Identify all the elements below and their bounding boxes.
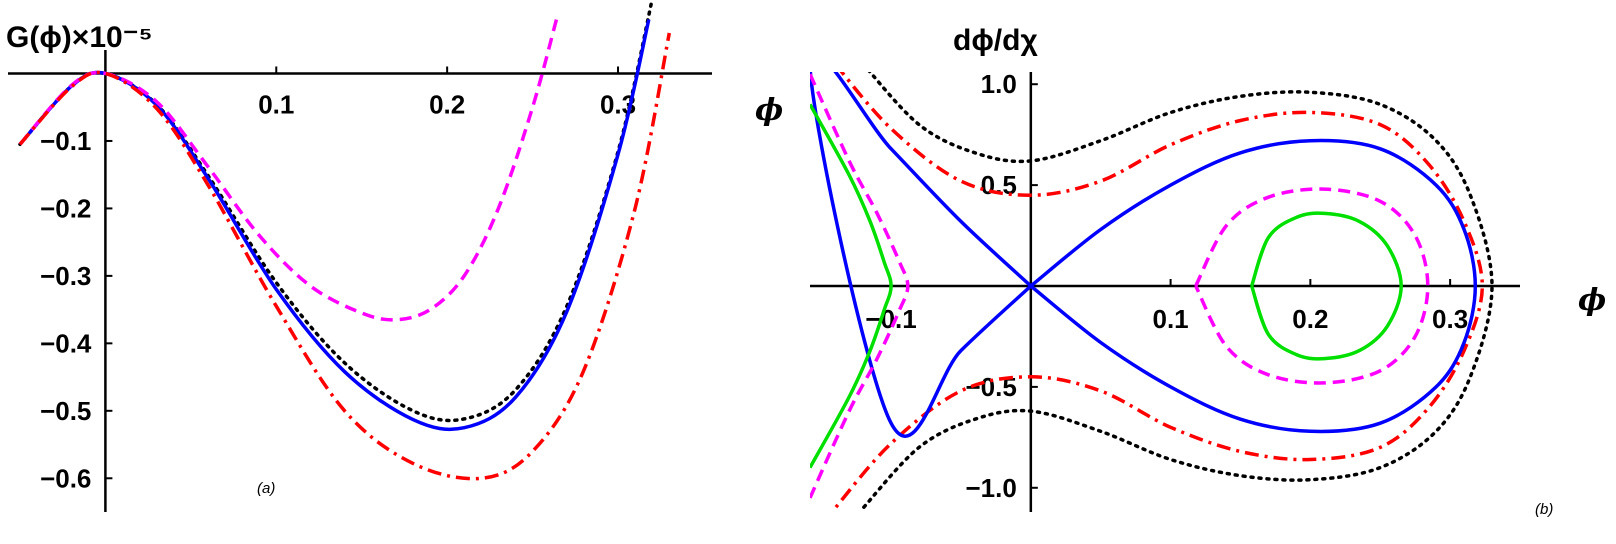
panel-a-label: (a) — [257, 480, 275, 497]
panel-a-x-tick-label: 0.2 — [429, 89, 465, 119]
panel-b-label: (b) — [1535, 501, 1553, 518]
panel-a-x-tick-label: 0.1 — [258, 89, 294, 119]
panel-b-series-dashed-left_arc — [810, 73, 910, 499]
panel-a-y-tick-label: −0.2 — [40, 193, 91, 223]
panel-a-x-axis-label: ϕ — [755, 93, 783, 128]
panel-b-y-axis-label: dϕ/dχ — [953, 24, 1038, 57]
panel-a-y-tick-label: −0.5 — [40, 396, 91, 426]
panel-a-chart: G(ϕ)×10⁻⁵ ϕ (a) 0.1 0.2 0.3−0.1−0.2−0.3−0.… — [6, 0, 783, 512]
panel-b-x-axis-label: ϕ — [1578, 283, 1606, 318]
panel-a-series-solid — [18, 19, 651, 432]
panel-b-x-tick-label: 0.1 — [1153, 304, 1189, 334]
panel-a-series-dashdot — [18, 32, 672, 481]
panel-b-series-dashdot-outer_open — [833, 72, 1485, 510]
panel-b-series-solid-separatrix_loop — [1029, 138, 1478, 434]
panel-b-x-tick-label: 0.3 — [1432, 304, 1468, 334]
panel-b-series-solid-separatrix_tail — [810, 72, 1032, 438]
panel-a-y-axis-label: G(ϕ)×10⁻⁵ — [6, 21, 153, 54]
panel-a-y-tick-label: −0.4 — [40, 328, 92, 358]
panel-b-chart: dϕ/dχ ϕ (b) −0.1 0.1 0.2 0.3−1.0−0.50.51.0 — [810, 24, 1606, 518]
panel-b-series-dashed-closed — [1194, 187, 1430, 385]
panel-b-y-tick-label: −1.0 — [965, 473, 1016, 503]
panel-b-series-solid-closed — [1250, 211, 1403, 361]
panel-b-y-tick-label: 1.0 — [981, 69, 1017, 99]
panel-b-series-solid-left_arc — [810, 103, 893, 469]
panel-a-series-dashed — [18, 12, 560, 322]
panel-b-x-tick-label: 0.2 — [1292, 304, 1328, 334]
panel-a-y-tick-label: −0.3 — [40, 261, 91, 291]
panel-a-y-tick-label: −0.1 — [40, 126, 91, 156]
panel-a-series-dotted — [18, 0, 654, 423]
panel-a-y-tick-label: −0.6 — [40, 463, 91, 493]
panel-b-x-tick-label: −0.1 — [865, 304, 916, 334]
